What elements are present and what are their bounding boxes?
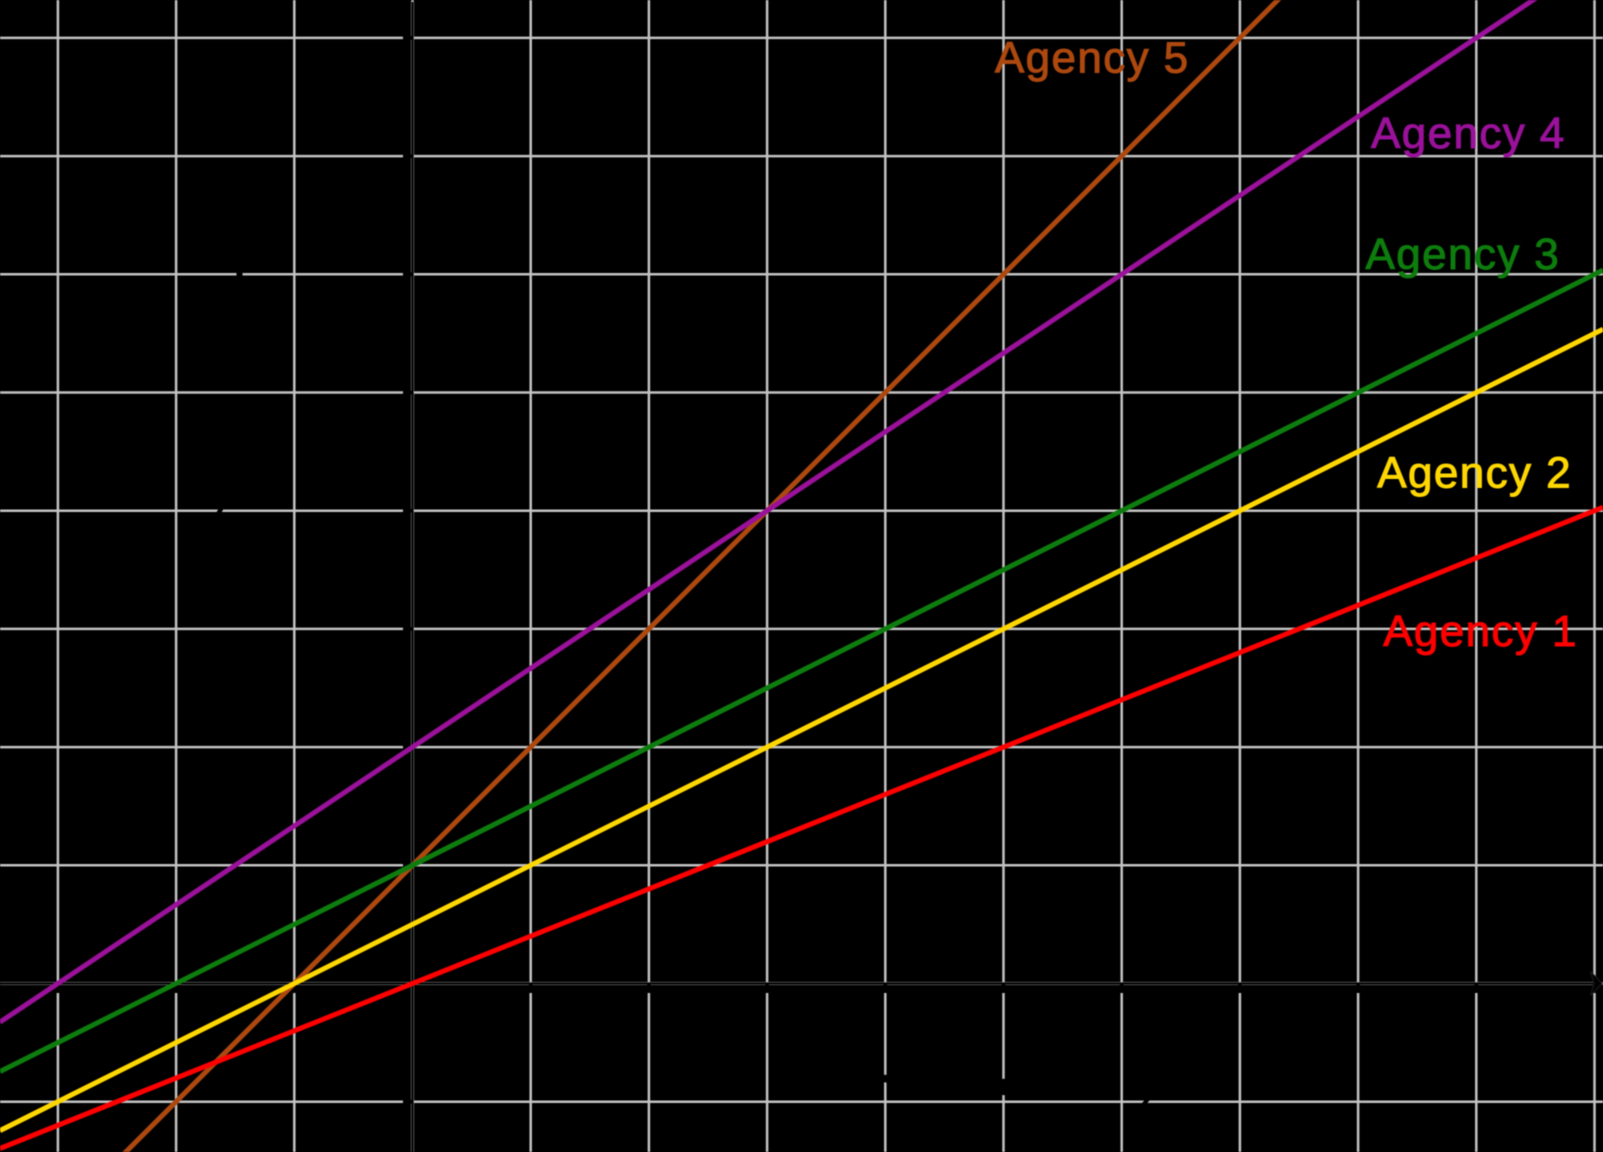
svg-text:Agency 4: Agency 4 bbox=[1371, 109, 1566, 158]
svg-text:Agency 1: Agency 1 bbox=[1383, 607, 1578, 656]
svg-text:Agency 3: Agency 3 bbox=[1366, 230, 1561, 279]
svg-text:Agency 5: Agency 5 bbox=[995, 33, 1190, 82]
svg-text:Agency 2: Agency 2 bbox=[1377, 449, 1572, 498]
